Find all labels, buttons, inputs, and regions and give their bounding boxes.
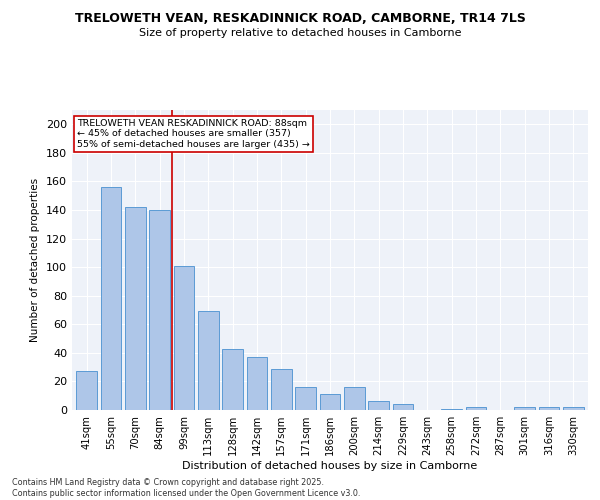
Bar: [101, 187, 121, 410]
Bar: [539, 407, 559, 410]
Text: Size of property relative to detached houses in Camborne: Size of property relative to detached ho…: [139, 28, 461, 38]
Bar: [514, 407, 535, 410]
Bar: [392, 404, 413, 410]
Bar: [149, 210, 170, 410]
Y-axis label: Number of detached properties: Number of detached properties: [31, 178, 40, 342]
Bar: [368, 402, 389, 410]
Bar: [271, 368, 292, 410]
Bar: [295, 387, 316, 410]
Bar: [198, 312, 218, 410]
Bar: [563, 407, 584, 410]
Text: TRELOWETH VEAN, RESKADINNICK ROAD, CAMBORNE, TR14 7LS: TRELOWETH VEAN, RESKADINNICK ROAD, CAMBO…: [74, 12, 526, 26]
Text: TRELOWETH VEAN RESKADINNICK ROAD: 88sqm
← 45% of detached houses are smaller (35: TRELOWETH VEAN RESKADINNICK ROAD: 88sqm …: [77, 119, 310, 149]
Bar: [222, 348, 243, 410]
Bar: [344, 387, 365, 410]
Bar: [173, 266, 194, 410]
Bar: [442, 408, 462, 410]
Bar: [76, 372, 97, 410]
Text: Contains HM Land Registry data © Crown copyright and database right 2025.
Contai: Contains HM Land Registry data © Crown c…: [12, 478, 361, 498]
Bar: [466, 407, 487, 410]
X-axis label: Distribution of detached houses by size in Camborne: Distribution of detached houses by size …: [182, 461, 478, 471]
Bar: [247, 357, 268, 410]
Bar: [320, 394, 340, 410]
Bar: [125, 207, 146, 410]
